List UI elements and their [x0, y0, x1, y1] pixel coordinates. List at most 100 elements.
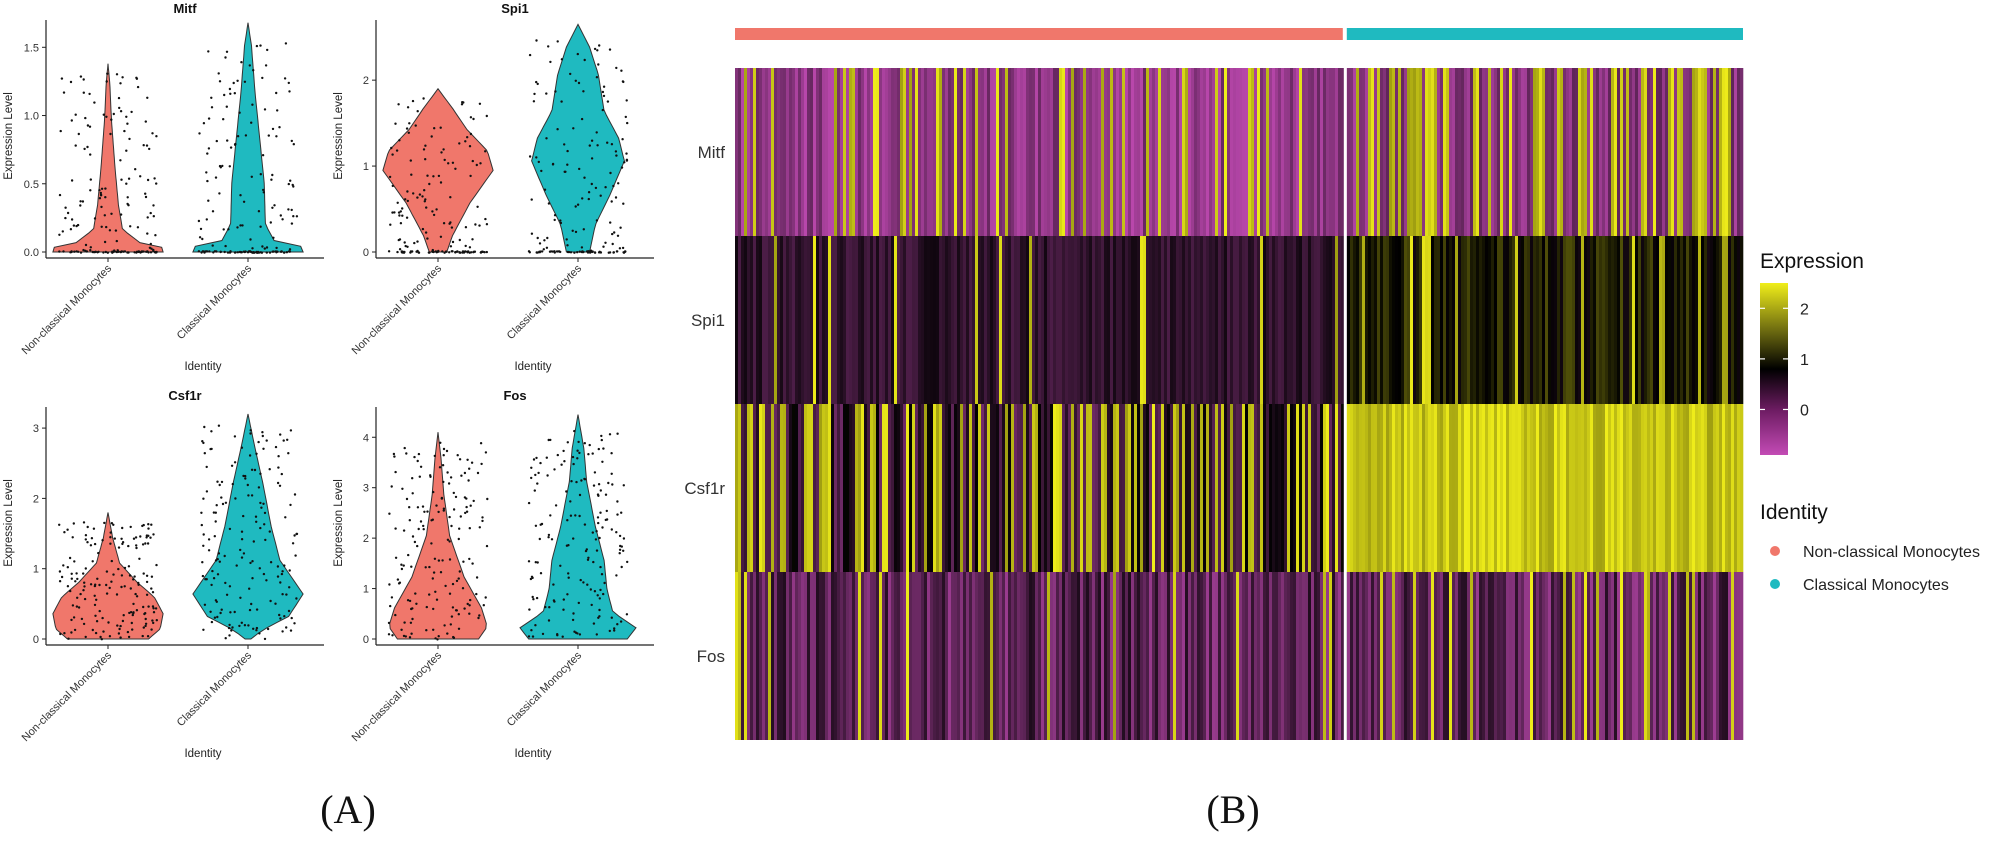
violin-point: [431, 577, 434, 580]
violin-point: [553, 214, 557, 217]
violin-point: [396, 250, 399, 254]
violin-point: [215, 504, 218, 507]
violin-point: [458, 458, 462, 461]
violin-point: [470, 251, 473, 254]
violin-point: [276, 481, 280, 485]
violin-point: [228, 585, 232, 588]
violin-point: [472, 251, 475, 254]
violin-point: [452, 636, 456, 639]
violin-point: [292, 143, 295, 146]
violin-point: [113, 537, 117, 540]
violin-point: [83, 597, 87, 601]
violin-point: [229, 92, 232, 96]
violin-point: [236, 135, 240, 138]
violin-point: [391, 634, 394, 637]
violin-point: [200, 523, 203, 527]
violin-point: [460, 103, 464, 106]
violin-point: [58, 570, 62, 573]
violin-point: [411, 492, 414, 495]
expression-legend-title: Expression: [1760, 250, 1864, 273]
violin-point: [537, 471, 540, 475]
violin-point: [72, 522, 76, 525]
violin-point: [289, 179, 292, 182]
violin-point: [454, 495, 458, 499]
violin-point: [93, 542, 97, 546]
violin-point: [450, 226, 454, 229]
violin-point: [539, 250, 542, 253]
violin-point: [234, 497, 237, 500]
violin-point: [283, 615, 286, 618]
violin-point: [202, 628, 205, 631]
violin-point: [128, 137, 131, 141]
violin-point: [547, 536, 550, 539]
violin-point: [121, 76, 124, 79]
violin-point: [145, 593, 149, 596]
violin-point: [422, 524, 425, 528]
violin-point: [464, 244, 467, 248]
violin-point: [119, 636, 122, 639]
violin-point: [412, 192, 415, 195]
violin-point: [592, 560, 595, 564]
violin-point: [559, 221, 563, 225]
violin-point: [610, 528, 613, 531]
violin-point: [246, 483, 249, 487]
violin-point: [481, 519, 484, 523]
violin-point: [618, 548, 622, 551]
violin-point: [269, 221, 272, 224]
violin-point: [200, 511, 203, 514]
violin-point: [393, 455, 396, 458]
violin-point: [150, 587, 153, 590]
violin-point: [99, 635, 102, 639]
violin-point: [224, 56, 227, 59]
violin-point: [259, 44, 262, 47]
violin-point: [553, 218, 556, 222]
violin-point: [216, 480, 219, 483]
violin-point: [388, 512, 391, 515]
violin-point: [411, 250, 414, 253]
violin-point: [123, 250, 127, 253]
violin-point: [267, 134, 270, 137]
violin-point: [572, 127, 575, 130]
violin-point: [442, 454, 445, 457]
violin-point: [66, 211, 70, 215]
violin-point: [574, 205, 577, 208]
violin-point: [260, 506, 263, 509]
violin-shape-non-classical: [52, 512, 164, 640]
violin-point: [472, 117, 475, 121]
violin-panel-csf1r: Csf1r 0 1 2 3 Expression Level Non-classical M…: [3, 388, 324, 760]
violin-point: [581, 197, 584, 200]
violin-point: [592, 622, 596, 625]
violin-point: [115, 73, 119, 76]
violin-point: [250, 494, 254, 497]
violin-point: [597, 63, 600, 66]
violin-point: [221, 502, 225, 506]
violin-point: [406, 245, 409, 248]
violin-point: [113, 249, 116, 252]
violin-point: [86, 525, 89, 529]
violin-point: [238, 250, 242, 254]
violin-point: [220, 608, 223, 611]
violin-point: [615, 66, 618, 70]
violin-point: [424, 198, 427, 201]
violin-point: [569, 500, 572, 503]
violin-point: [206, 179, 209, 183]
violin-point: [219, 611, 222, 615]
violin-point: [105, 583, 108, 587]
violin-point: [94, 250, 97, 254]
violin-point: [601, 108, 604, 112]
violin-point: [485, 223, 489, 226]
violin-point: [397, 211, 401, 214]
violin-point: [285, 251, 289, 254]
violin-point: [572, 612, 575, 615]
violin-point: [222, 118, 225, 121]
violin-point: [469, 504, 472, 507]
violin-point: [110, 580, 113, 583]
violin-point: [285, 593, 288, 596]
violin-point: [583, 477, 586, 481]
violin-point: [89, 249, 92, 252]
violin-point: [567, 572, 570, 575]
violin-point: [110, 559, 114, 563]
violin-point: [626, 121, 629, 125]
violin-point: [230, 464, 234, 467]
